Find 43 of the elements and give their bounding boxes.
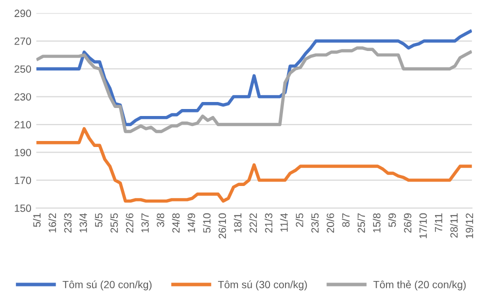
x-tick-label: 26/10: [218, 213, 226, 238]
y-tick-label: 170: [14, 176, 32, 184]
y-tick-label: 210: [14, 121, 32, 128]
x-tick-label: 16/2: [48, 213, 56, 232]
x-tick-label: 20/6: [326, 213, 334, 233]
x-tick-label: 5/5: [94, 213, 102, 227]
x-tick-label: 28/11: [450, 213, 458, 238]
y-tick-label: 270: [14, 38, 32, 45]
x-tick-label: 26/9: [404, 213, 412, 233]
x-tick-label: 21/3: [264, 213, 272, 233]
x-tick-label: 19/12: [466, 213, 474, 238]
legend-label: Tôm thẻ (20 con/kg): [373, 280, 466, 290]
legend-label: Tôm sú (30 con/kg): [218, 280, 307, 290]
y-tick-label: 290: [14, 10, 32, 18]
x-tick-label: 15/8: [372, 213, 380, 232]
x-tick-label: 8/7: [342, 213, 350, 227]
x-tick-label: 22/2: [249, 213, 257, 233]
y-tick-label: 190: [14, 148, 32, 156]
x-tick-label: 13/7: [141, 213, 149, 232]
x-tick-label: 17/10: [419, 213, 427, 238]
x-tick-label: 5/1: [32, 213, 41, 227]
line-series: [36, 127, 472, 203]
x-tick-label: 5/9: [388, 213, 396, 227]
x-tick-label: 13/4: [79, 213, 87, 232]
x-tick-label: 7/11: [434, 213, 442, 232]
x-tick-label: 14/9: [187, 213, 196, 232]
x-tick-label: 5/10: [202, 213, 211, 233]
y-tick-label: 150: [14, 204, 32, 212]
x-tick-label: 11/4: [280, 213, 288, 232]
x-tick-label: 2/5: [296, 213, 304, 227]
x-tick-label: 18/1: [234, 213, 242, 232]
x-tick-label: 25/5: [110, 213, 118, 233]
line-series: [36, 30, 472, 126]
x-tick-label: 23/3: [64, 213, 72, 233]
x-tick-label: 24/8: [172, 213, 180, 233]
x-tick-label: 22/6: [126, 213, 134, 233]
y-tick-label: 230: [14, 93, 32, 101]
legend-label: Tôm sú (20 con/kg): [62, 280, 152, 290]
line-series: [36, 46, 472, 134]
x-tick-label: 23/5: [311, 213, 319, 233]
y-tick-label: 250: [14, 65, 32, 73]
x-tick-label: 3/8: [156, 213, 164, 227]
x-tick-label: 25/7: [357, 213, 366, 233]
